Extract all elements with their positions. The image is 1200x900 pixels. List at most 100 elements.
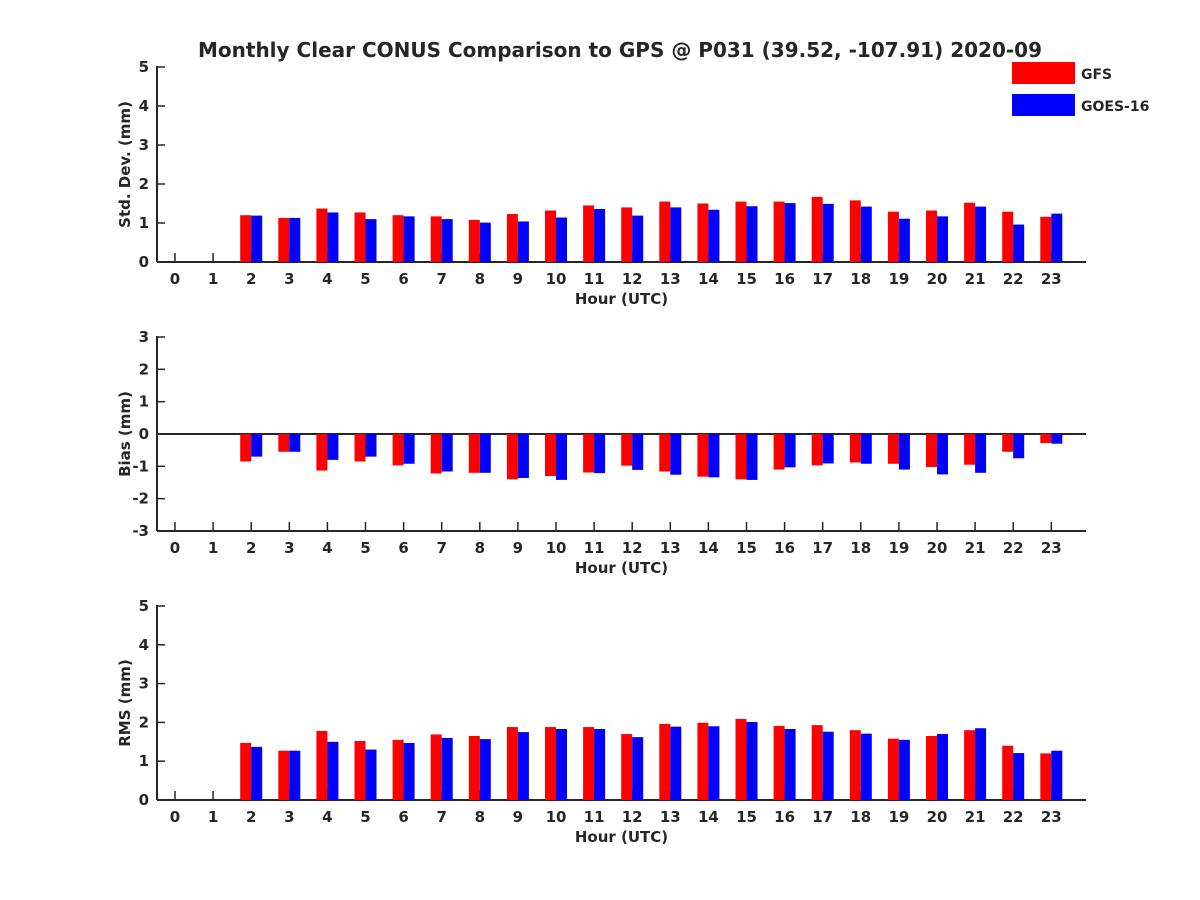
- bar-gfs-hour-13: [659, 201, 671, 262]
- x-tick-label: 16: [774, 270, 795, 288]
- x-tick-label: 13: [660, 808, 681, 826]
- x-tick-label: 4: [322, 539, 332, 557]
- bar-goes-16-hour-6: [403, 742, 415, 800]
- bar-gfs-hour-3: [278, 434, 290, 452]
- x-tick-label: 15: [736, 539, 757, 557]
- bar-gfs-hour-2: [240, 215, 252, 262]
- x-tick-label: 16: [774, 808, 795, 826]
- x-tick-label: 12: [622, 270, 643, 288]
- bar-gfs-hour-10: [545, 727, 556, 800]
- bar-gfs-hour-5: [354, 434, 366, 462]
- bar-goes-16-hour-3: [289, 434, 301, 452]
- x-tick-label: 1: [208, 539, 218, 557]
- x-tick-label: 15: [736, 270, 757, 288]
- x-tick-label: 5: [360, 270, 370, 288]
- bar-gfs-hour-4: [316, 730, 328, 800]
- bar-goes-16-hour-7: [441, 737, 453, 800]
- y-tick-label: 3: [139, 136, 149, 154]
- y-axis-label: Bias (mm): [116, 391, 134, 477]
- bar-gfs-hour-7: [430, 734, 442, 800]
- y-tick-label: 4: [139, 97, 149, 115]
- bar-gfs-hour-11: [583, 205, 595, 262]
- y-tick-label: 0: [139, 253, 149, 271]
- bar-gfs-hour-17: [811, 725, 823, 800]
- x-tick-label: 23: [1041, 808, 1062, 826]
- x-tick-label: 2: [246, 539, 256, 557]
- y-tick-label: 3: [139, 675, 149, 693]
- bar-goes-16-hour-10: [556, 217, 567, 262]
- bar-gfs-hour-11: [583, 434, 595, 473]
- bar-goes-16-hour-17: [822, 434, 834, 464]
- bar-gfs-hour-17: [811, 196, 823, 262]
- x-tick-label: 22: [1003, 808, 1024, 826]
- chart-title: Monthly Clear CONUS Comparison to GPS @ …: [198, 38, 1042, 62]
- x-tick-label: 7: [436, 539, 446, 557]
- bar-goes-16-hour-10: [556, 728, 567, 800]
- x-tick-label: 19: [888, 270, 909, 288]
- x-tick-label: 1: [208, 808, 218, 826]
- bar-goes-16-hour-9: [517, 732, 529, 800]
- bar-goes-16-hour-4: [327, 434, 339, 460]
- y-tick-label: 2: [139, 175, 149, 193]
- x-tick-label: 10: [546, 270, 567, 288]
- bar-goes-16-hour-15: [746, 206, 758, 262]
- bar-goes-16-hour-6: [403, 216, 415, 262]
- x-tick-label: 11: [584, 539, 605, 557]
- x-tick-label: 16: [774, 539, 795, 557]
- bar-goes-16-hour-19: [898, 739, 910, 800]
- bar-goes-16-hour-13: [670, 726, 682, 800]
- bar-gfs-hour-21: [964, 730, 976, 800]
- bar-goes-16-hour-17: [822, 731, 834, 800]
- bar-gfs-hour-5: [354, 741, 366, 800]
- x-tick-label: 2: [246, 270, 256, 288]
- bar-gfs-hour-23: [1040, 753, 1052, 800]
- bar-goes-16-hour-8: [479, 434, 491, 473]
- x-tick-label: 8: [475, 539, 485, 557]
- bar-gfs-hour-13: [659, 434, 671, 472]
- bar-gfs-hour-10: [545, 434, 556, 477]
- bar-goes-16-hour-12: [632, 215, 644, 262]
- bar-goes-16-hour-22: [1013, 753, 1025, 800]
- bar-goes-16-hour-21: [975, 434, 987, 473]
- bar-goes-16-hour-2: [251, 434, 263, 457]
- x-tick-label: 17: [812, 808, 833, 826]
- x-tick-label: 23: [1041, 270, 1062, 288]
- bar-gfs-hour-20: [926, 735, 937, 800]
- bar-goes-16-hour-21: [975, 728, 987, 800]
- bar-goes-16-hour-8: [479, 739, 491, 800]
- bar-gfs-hour-18: [849, 730, 861, 800]
- bar-gfs-hour-9: [506, 727, 518, 800]
- bar-goes-16-hour-7: [441, 219, 453, 262]
- x-tick-label: 19: [888, 808, 909, 826]
- x-tick-label: 3: [284, 808, 294, 826]
- y-tick-label: 0: [139, 425, 149, 443]
- x-tick-label: 14: [698, 808, 719, 826]
- bar-gfs-hour-6: [392, 434, 404, 466]
- bar-gfs-hour-20: [926, 210, 937, 262]
- bar-gfs-hour-19: [887, 211, 899, 262]
- bar-gfs-hour-22: [1002, 434, 1014, 452]
- bar-goes-16-hour-13: [670, 207, 682, 262]
- bar-gfs-hour-14: [697, 434, 709, 477]
- y-tick-label: 0: [139, 791, 149, 809]
- bar-gfs-hour-22: [1002, 211, 1014, 262]
- bar-gfs-hour-21: [964, 434, 976, 465]
- bar-goes-16-hour-15: [746, 722, 758, 800]
- bar-goes-16-hour-12: [632, 737, 644, 800]
- bar-goes-16-hour-21: [975, 206, 987, 262]
- x-tick-label: 7: [436, 808, 446, 826]
- bar-gfs-hour-8: [468, 434, 480, 473]
- y-tick-label: 4: [139, 636, 149, 654]
- bar-goes-16-hour-2: [251, 215, 263, 262]
- bar-gfs-hour-15: [735, 201, 747, 262]
- bar-gfs-hour-6: [392, 739, 404, 800]
- bar-gfs-hour-11: [583, 727, 595, 800]
- x-tick-label: 18: [850, 270, 871, 288]
- bar-gfs-hour-18: [849, 200, 861, 262]
- bar-gfs-hour-16: [773, 434, 785, 470]
- legend-swatch: [1012, 62, 1075, 84]
- bar-gfs-hour-2: [240, 434, 252, 462]
- x-tick-label: 19: [888, 539, 909, 557]
- x-tick-label: 13: [660, 270, 681, 288]
